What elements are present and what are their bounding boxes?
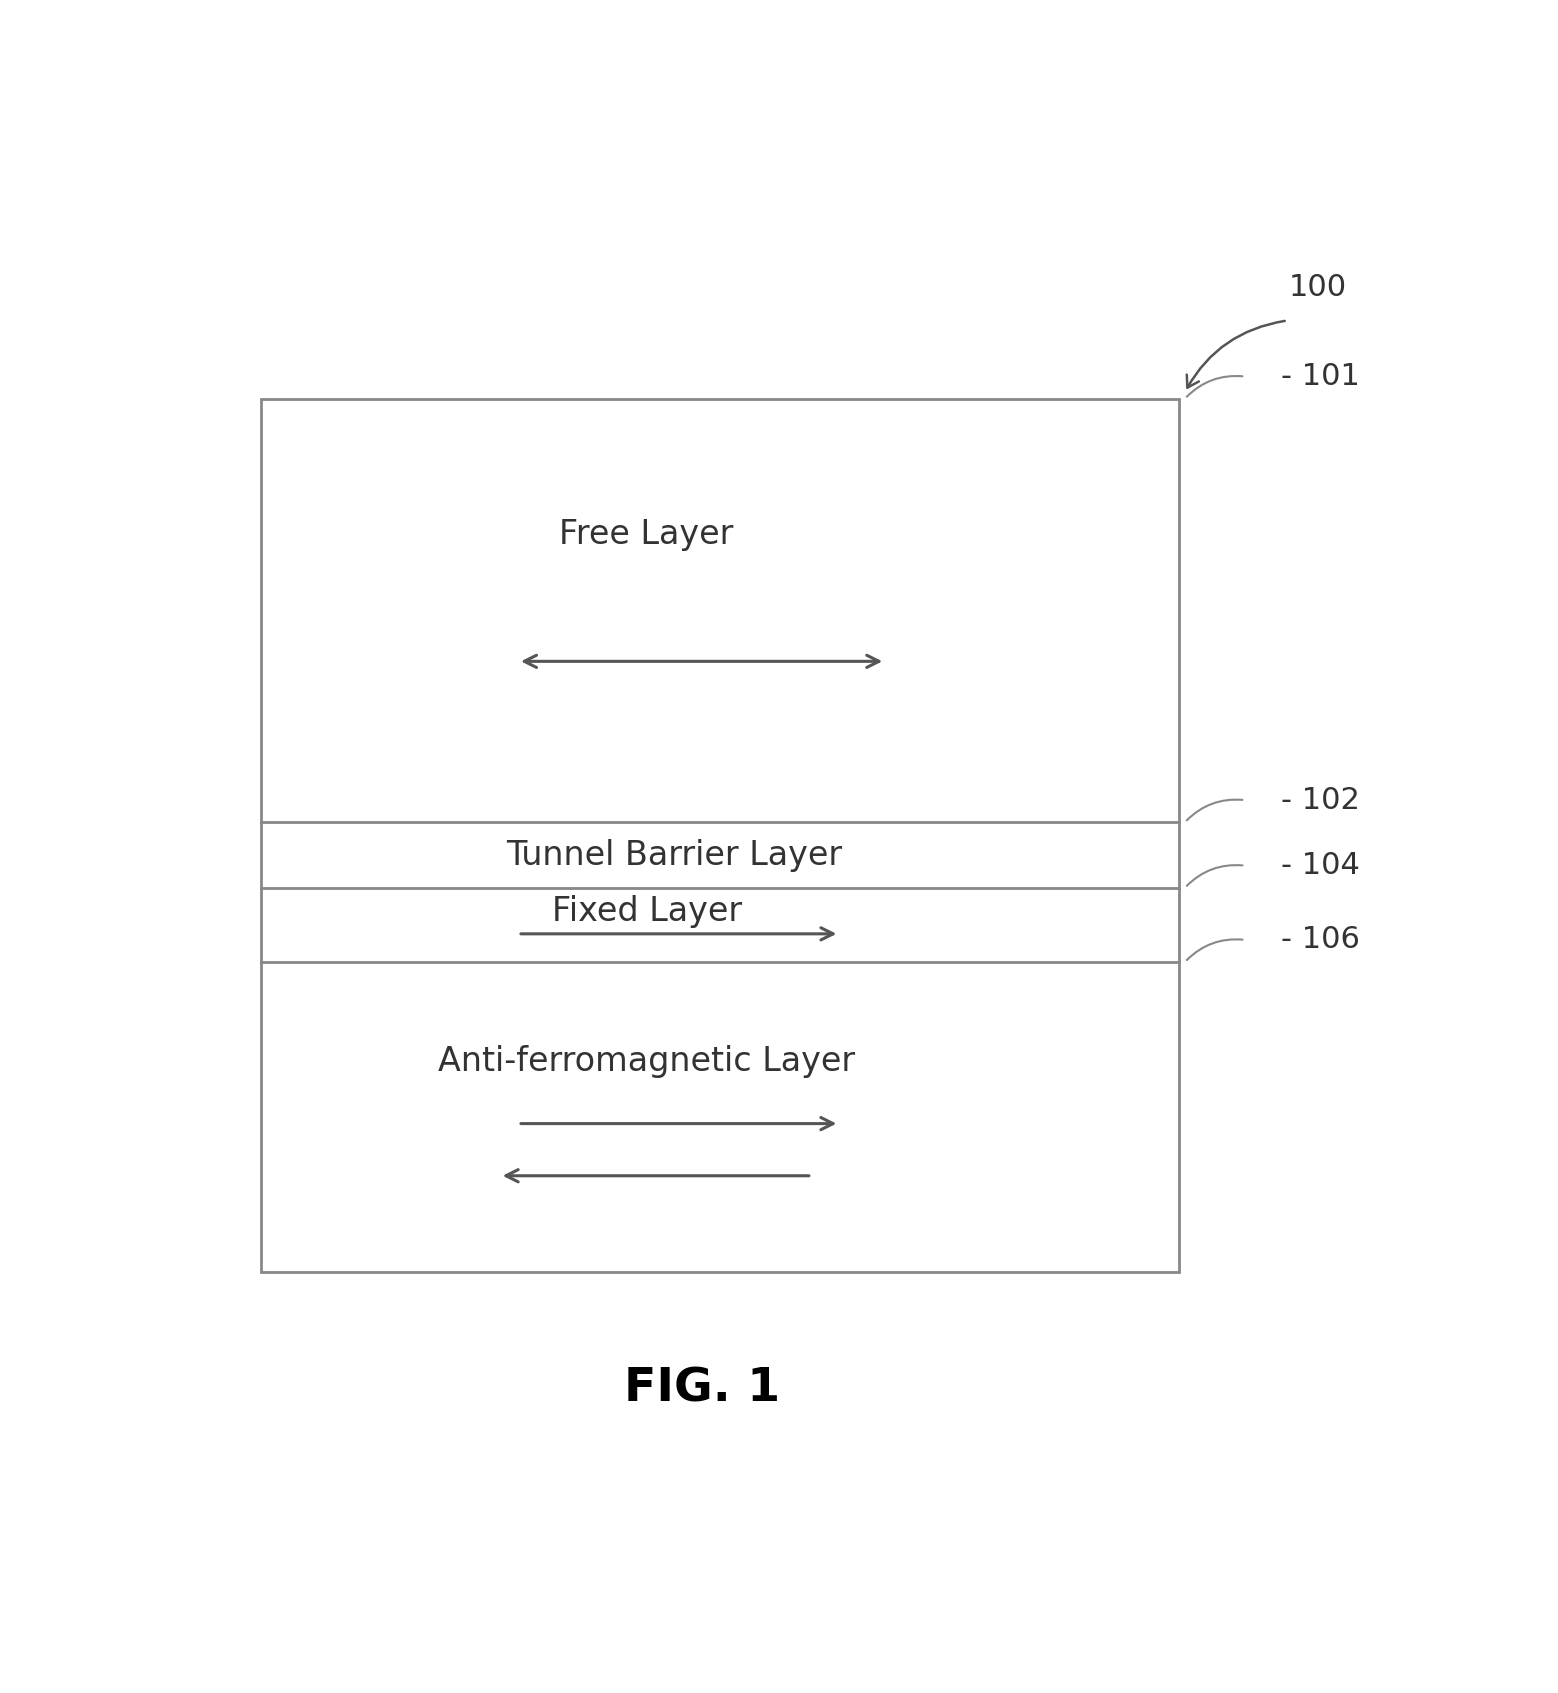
Text: - 106: - 106 xyxy=(1281,926,1360,955)
Text: - 101: - 101 xyxy=(1281,362,1360,391)
Text: Free Layer: Free Layer xyxy=(559,518,734,550)
Text: Fixed Layer: Fixed Layer xyxy=(552,896,742,928)
FancyArrowPatch shape xyxy=(1187,322,1285,388)
Text: 100: 100 xyxy=(1288,273,1346,303)
Bar xyxy=(262,398,1179,1271)
Text: Anti-ferromagnetic Layer: Anti-ferromagnetic Layer xyxy=(438,1045,855,1078)
Text: FIG. 1: FIG. 1 xyxy=(623,1366,781,1412)
Text: - 104: - 104 xyxy=(1281,852,1360,880)
Text: Tunnel Barrier Layer: Tunnel Barrier Layer xyxy=(506,838,843,872)
Text: - 102: - 102 xyxy=(1281,786,1360,814)
